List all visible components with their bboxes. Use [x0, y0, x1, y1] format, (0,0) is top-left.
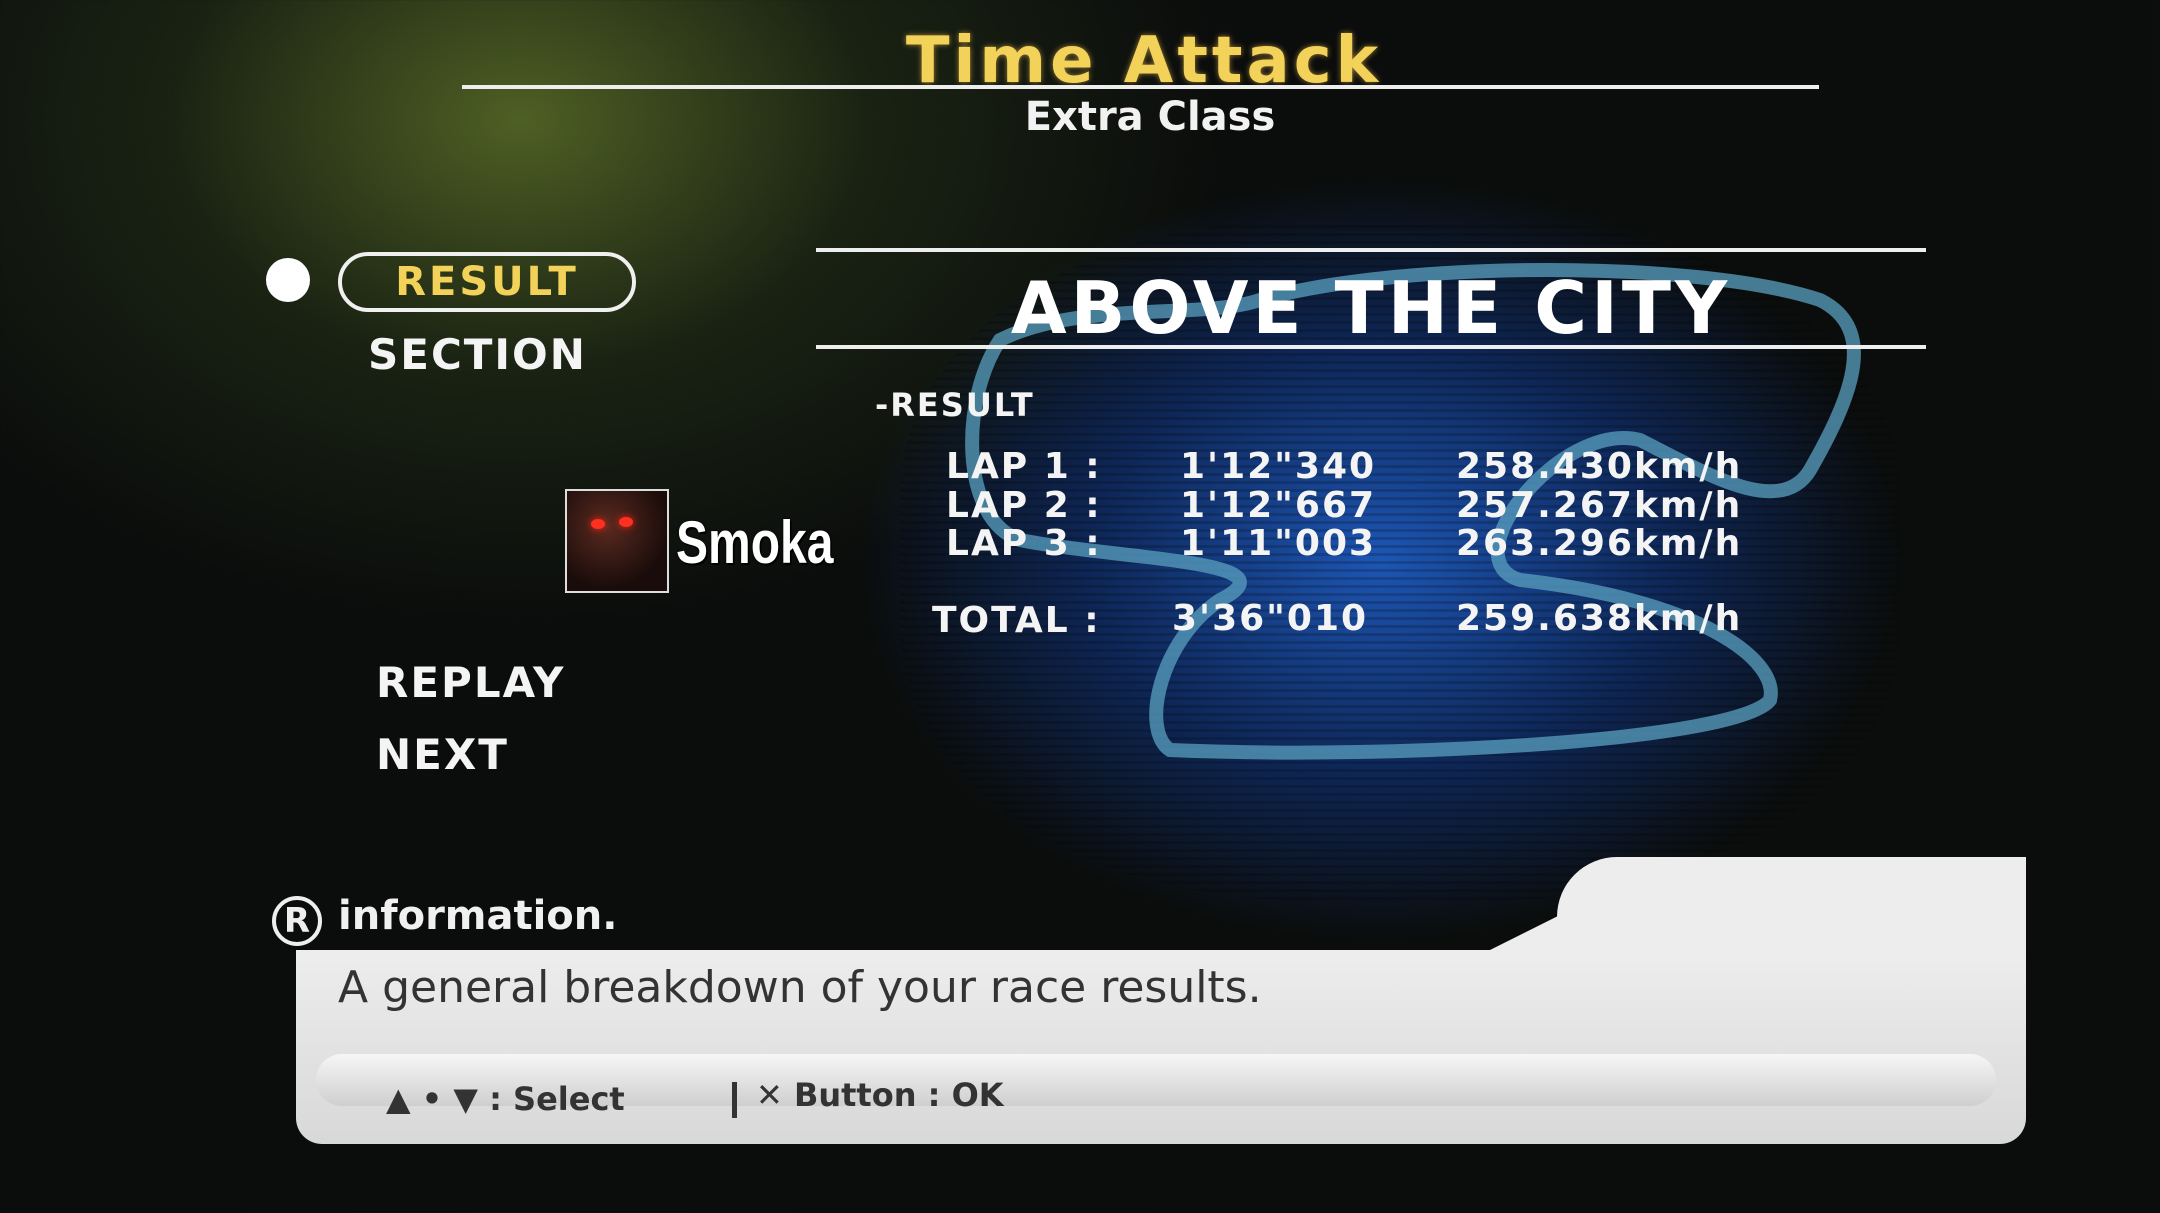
track-outline — [965, 263, 1861, 760]
results-heading: -RESULT — [875, 386, 1035, 424]
total-speed: 259.638km/h — [1456, 598, 1743, 639]
lap-speed: 258.430km/h — [1456, 446, 1743, 487]
hint-divider — [732, 1082, 737, 1118]
watermark-name: Smoka — [676, 509, 834, 576]
course-name: ABOVE THE CITY — [1010, 266, 1732, 350]
class-subtitle: Extra Class — [1024, 94, 1276, 140]
selection-cursor-icon — [266, 258, 310, 302]
info-panel-tab — [1557, 857, 2026, 957]
lap-time: 1'12"340 — [1180, 446, 1377, 487]
course-divider-top — [816, 248, 1926, 252]
menu-item-next[interactable]: NEXT — [376, 730, 509, 779]
info-label: information. — [338, 893, 618, 939]
total-label: TOTAL : — [932, 600, 1101, 641]
hint-select: ▲ • ▼ : Select — [386, 1080, 625, 1118]
menu-item-result[interactable]: RESULT — [338, 252, 636, 312]
button-hint-bar — [316, 1054, 1996, 1106]
watermark-avatar — [565, 489, 669, 593]
lap-time: 1'11"003 — [1180, 523, 1377, 564]
course-divider-bottom — [816, 345, 1926, 349]
menu-item-replay[interactable]: REPLAY — [376, 658, 566, 707]
title-divider — [462, 85, 1819, 89]
total-time: 3'36"010 — [1172, 598, 1369, 639]
hint-ok: ✕ Button : OK — [756, 1076, 1004, 1114]
lap-label: LAP 3 : — [946, 523, 1102, 564]
lap-speed: 257.267km/h — [1456, 485, 1743, 526]
info-message: A general breakdown of your race results… — [338, 962, 1262, 1013]
lap-time: 1'12"667 — [1180, 485, 1377, 526]
info-panel — [296, 950, 2026, 1144]
background-scanlines — [900, 220, 1900, 900]
lap-label: LAP 1 : — [946, 446, 1102, 487]
info-r-icon: R — [272, 896, 322, 946]
lap-label: LAP 2 : — [946, 485, 1102, 526]
lap-speed: 263.296km/h — [1456, 523, 1743, 564]
menu-item-section[interactable]: SECTION — [368, 330, 587, 379]
